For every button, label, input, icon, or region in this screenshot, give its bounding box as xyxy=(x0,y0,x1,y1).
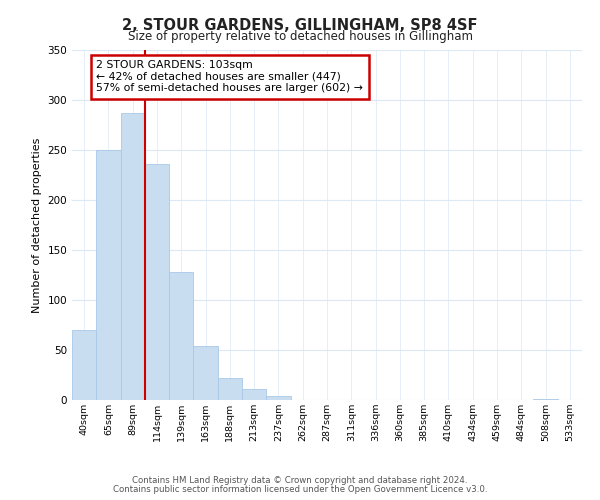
Y-axis label: Number of detached properties: Number of detached properties xyxy=(32,138,42,312)
Bar xyxy=(145,164,169,400)
Bar xyxy=(242,389,266,400)
Bar xyxy=(169,272,193,400)
Text: 2 STOUR GARDENS: 103sqm
← 42% of detached houses are smaller (447)
57% of semi-d: 2 STOUR GARDENS: 103sqm ← 42% of detache… xyxy=(96,60,363,93)
Bar xyxy=(72,330,96,400)
Bar xyxy=(193,346,218,400)
Bar xyxy=(266,396,290,400)
Bar xyxy=(533,399,558,400)
Bar xyxy=(218,378,242,400)
Bar xyxy=(121,113,145,400)
Text: Size of property relative to detached houses in Gillingham: Size of property relative to detached ho… xyxy=(128,30,473,43)
Text: Contains HM Land Registry data © Crown copyright and database right 2024.: Contains HM Land Registry data © Crown c… xyxy=(132,476,468,485)
Text: Contains public sector information licensed under the Open Government Licence v3: Contains public sector information licen… xyxy=(113,485,487,494)
Bar xyxy=(96,150,121,400)
Text: 2, STOUR GARDENS, GILLINGHAM, SP8 4SF: 2, STOUR GARDENS, GILLINGHAM, SP8 4SF xyxy=(122,18,478,32)
